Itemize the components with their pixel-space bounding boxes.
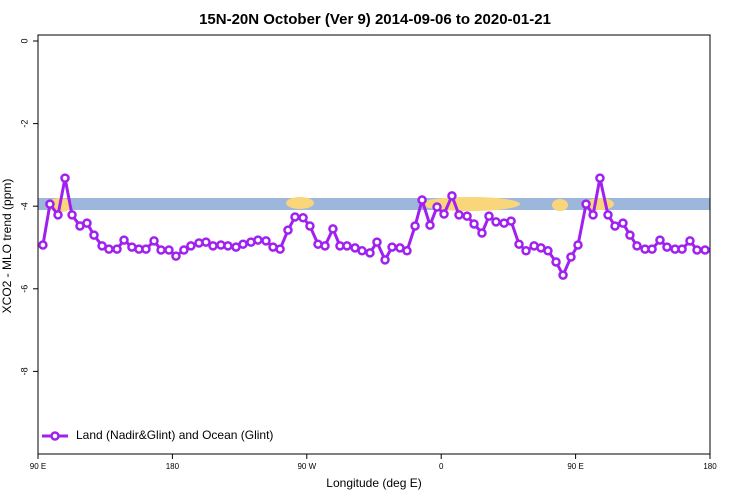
data-point bbox=[618, 218, 628, 228]
data-point bbox=[521, 246, 531, 256]
data-point bbox=[342, 241, 352, 251]
x-tick-label: 180 bbox=[703, 462, 717, 471]
data-point bbox=[610, 221, 620, 231]
data-point bbox=[201, 237, 211, 247]
data-point bbox=[320, 241, 330, 251]
y-tick-label: 0 bbox=[19, 38, 29, 43]
x-tick-label: 0 bbox=[439, 462, 444, 471]
data-point bbox=[104, 244, 114, 254]
chart-title: 15N-20N October (Ver 9) 2014-09-06 to 20… bbox=[199, 11, 551, 28]
data-point bbox=[417, 195, 427, 205]
legend-marker bbox=[50, 431, 60, 441]
data-point bbox=[469, 219, 479, 229]
data-point bbox=[275, 244, 285, 254]
y-tick-label: -6 bbox=[19, 285, 29, 293]
data-point bbox=[149, 236, 159, 246]
data-point bbox=[283, 225, 293, 235]
data-point bbox=[60, 173, 70, 183]
data-point bbox=[410, 221, 420, 231]
data-point bbox=[647, 244, 657, 254]
data-point bbox=[514, 239, 524, 249]
data-point bbox=[447, 191, 457, 201]
data-point bbox=[543, 246, 553, 256]
data-point bbox=[685, 236, 695, 246]
data-point bbox=[454, 210, 464, 220]
data-point bbox=[573, 240, 583, 250]
data-point bbox=[328, 224, 338, 234]
series-line bbox=[41, 177, 706, 279]
data-point bbox=[566, 252, 576, 262]
data-point bbox=[357, 246, 367, 256]
data-point bbox=[581, 199, 591, 209]
data-point bbox=[462, 211, 472, 221]
land-blob bbox=[286, 197, 314, 209]
data-point bbox=[156, 245, 166, 255]
data-point bbox=[387, 242, 397, 252]
data-point bbox=[595, 173, 605, 183]
data-point bbox=[603, 210, 613, 220]
data-point bbox=[253, 235, 263, 245]
y-tick-label: -4 bbox=[19, 202, 29, 210]
data-point bbox=[179, 245, 189, 255]
data-point bbox=[171, 251, 181, 261]
data-point bbox=[223, 241, 233, 251]
data-point bbox=[402, 246, 412, 256]
data-point bbox=[506, 216, 516, 226]
data-point bbox=[625, 230, 635, 240]
data-point bbox=[45, 199, 55, 209]
data-point bbox=[632, 241, 642, 251]
data-point bbox=[305, 221, 315, 231]
data-point bbox=[82, 218, 92, 228]
plot-frame bbox=[37, 34, 711, 455]
data-point bbox=[558, 270, 568, 280]
data-point bbox=[655, 235, 665, 245]
x-tick-label: 180 bbox=[166, 462, 180, 471]
data-point bbox=[380, 255, 390, 265]
data-point bbox=[238, 239, 248, 249]
data-point bbox=[491, 217, 501, 227]
x-axis-label: Longitude (deg E) bbox=[326, 476, 421, 490]
y-axis-label: XCO2 - MLO trend (ppm) bbox=[0, 179, 14, 314]
data-point bbox=[425, 220, 435, 230]
data-point bbox=[186, 241, 196, 251]
x-tick-label: 90 W bbox=[297, 462, 316, 471]
data-point bbox=[439, 209, 449, 219]
land-blob bbox=[552, 199, 568, 211]
data-point bbox=[261, 236, 271, 246]
data-point bbox=[372, 237, 382, 247]
x-tick-label: 90 E bbox=[567, 462, 583, 471]
map-band bbox=[38, 197, 710, 212]
ocean-band bbox=[38, 198, 710, 210]
data-point bbox=[38, 240, 48, 250]
data-point bbox=[89, 230, 99, 240]
data-point bbox=[477, 228, 487, 238]
data-point bbox=[290, 212, 300, 222]
land-blob bbox=[420, 197, 520, 211]
x-tick-label: 90 E bbox=[30, 462, 46, 471]
data-point bbox=[484, 211, 494, 221]
data-point bbox=[164, 245, 174, 255]
data-point bbox=[298, 213, 308, 223]
data-point bbox=[119, 235, 129, 245]
data-point bbox=[700, 245, 710, 255]
data-point bbox=[208, 241, 218, 251]
data-point bbox=[67, 210, 77, 220]
data-point bbox=[141, 244, 151, 254]
data-point bbox=[112, 244, 122, 254]
data-point bbox=[432, 202, 442, 212]
data-point bbox=[551, 257, 561, 267]
data-point bbox=[692, 245, 702, 255]
legend-label: Land (Nadir&Glint) and Ocean (Glint) bbox=[76, 428, 273, 442]
data-point bbox=[588, 210, 598, 220]
data-point bbox=[365, 248, 375, 258]
y-tick-label: -8 bbox=[19, 367, 29, 375]
data-point bbox=[53, 210, 63, 220]
data-point bbox=[677, 244, 687, 254]
y-tick-label: -2 bbox=[19, 120, 29, 128]
data-point bbox=[662, 242, 672, 252]
